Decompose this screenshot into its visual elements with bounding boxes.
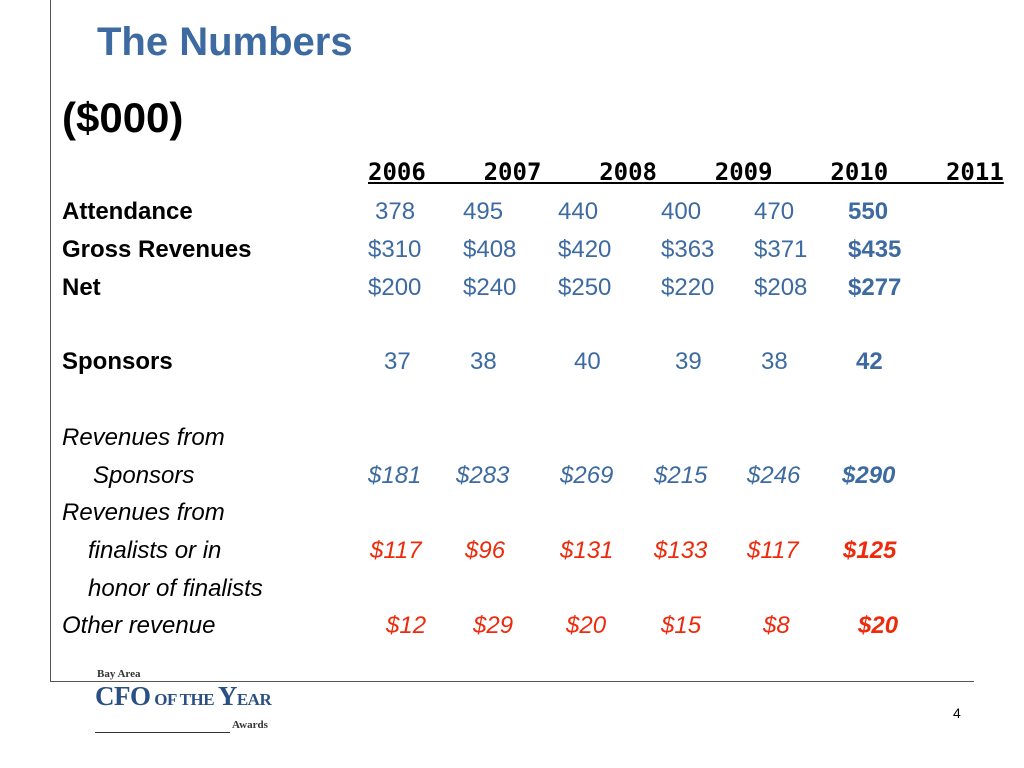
cell-2010: $117 xyxy=(747,537,799,564)
cell-2006: 37 xyxy=(384,348,411,375)
cell-2008: $20 xyxy=(566,612,607,639)
logo-ear: EAR xyxy=(236,690,272,709)
cell-2009: 400 xyxy=(661,198,702,225)
logo-of-the: OF THE xyxy=(150,690,218,709)
cell-2007: 495 xyxy=(463,198,504,225)
logo-bay-area: Bay Area xyxy=(97,668,141,680)
cell-2009: $215 xyxy=(654,462,708,489)
cell-2006: 378 xyxy=(375,198,416,225)
left-border-line xyxy=(50,0,51,682)
cell-2008: 440 xyxy=(558,198,599,225)
cell-2010: $371 xyxy=(754,236,808,263)
logo-wordmark: CFO OF THE YEAR xyxy=(95,681,272,712)
row-revenues-from-finalists: finalists or in $117 $96 $131 $133 $117 … xyxy=(0,537,1024,573)
cell-2010: 470 xyxy=(754,198,795,225)
row-label-continued: honor of finalists xyxy=(88,575,263,602)
cell-2007: $96 xyxy=(465,537,506,564)
cell-2009: $363 xyxy=(661,236,715,263)
cell-2009: $15 xyxy=(661,612,702,639)
cell-2011: $125 xyxy=(843,537,897,564)
years-header: 2006 2007 2008 2009 2010 2011 xyxy=(368,158,1004,186)
cell-2009: 39 xyxy=(675,348,702,375)
cell-2008: 40 xyxy=(574,348,601,375)
cell-2009: $220 xyxy=(661,274,715,301)
row-label: Sponsors xyxy=(62,348,173,375)
logo-cfo: CFO xyxy=(95,681,151,711)
cell-2006: $181 xyxy=(368,462,422,489)
row-label: Revenues from xyxy=(62,424,225,451)
cell-2011: 42 xyxy=(856,348,883,375)
cell-2010: $246 xyxy=(747,462,801,489)
logo-awards: Awards xyxy=(232,719,268,731)
row-revenues-from-sponsors: Sponsors $181 $283 $269 $215 $246 $290 xyxy=(0,462,1024,498)
row-revenues-from-finalists-label-3: honor of finalists xyxy=(0,575,1024,611)
row-label: Other revenue xyxy=(62,612,216,639)
cell-2007: $29 xyxy=(473,612,514,639)
cell-2006: $200 xyxy=(368,274,422,301)
row-revenues-from-finalists-label: Revenues from xyxy=(0,499,1024,535)
cell-2008: $250 xyxy=(558,274,612,301)
row-attendance: Attendance 378 495 440 400 470 550 xyxy=(0,198,1024,234)
cell-2007: 38 xyxy=(470,348,497,375)
cell-2008: $420 xyxy=(558,236,612,263)
cell-2010: 38 xyxy=(761,348,788,375)
cell-2010: $208 xyxy=(754,274,808,301)
cell-2006: $310 xyxy=(368,236,422,263)
row-label: Attendance xyxy=(62,198,193,225)
row-net: Net $200 $240 $250 $220 $208 $277 xyxy=(0,274,1024,310)
cell-2009: $133 xyxy=(654,537,708,564)
row-label: Revenues from xyxy=(62,499,225,526)
row-gross-revenues: Gross Revenues $310 $408 $420 $363 $371 … xyxy=(0,236,1024,272)
cell-2011: $435 xyxy=(848,236,902,263)
footer-divider-line xyxy=(50,681,974,682)
cell-2008: $269 xyxy=(560,462,614,489)
row-label: Net xyxy=(62,274,101,301)
cell-2011: 550 xyxy=(848,198,889,225)
cell-2006: $117 xyxy=(370,537,422,564)
cell-2006: $12 xyxy=(386,612,427,639)
row-label: Gross Revenues xyxy=(62,236,252,263)
logo-y: Y xyxy=(217,681,238,711)
page-number: 4 xyxy=(953,705,961,721)
cell-2011: $290 xyxy=(842,462,896,489)
slide-title: The Numbers xyxy=(97,20,353,64)
cell-2007: $408 xyxy=(463,236,517,263)
slide-subtitle: ($000) xyxy=(62,94,184,141)
cell-2011: $20 xyxy=(858,612,899,639)
cell-2011: $277 xyxy=(848,274,902,301)
row-label-continued: finalists or in xyxy=(88,537,222,564)
row-label-continued: Sponsors xyxy=(93,462,195,489)
row-sponsors: Sponsors 37 38 40 39 38 42 xyxy=(0,348,1024,384)
cell-2007: $283 xyxy=(456,462,510,489)
logo-underline xyxy=(95,732,230,733)
cfo-of-the-year-logo: Bay Area CFO OF THE YEAR Awards xyxy=(95,666,295,736)
row-revenues-from-sponsors-label: Revenues from xyxy=(0,424,1024,460)
row-other-revenue: Other revenue $12 $29 $20 $15 $8 $20 xyxy=(0,612,1024,648)
cell-2007: $240 xyxy=(463,274,517,301)
cell-2008: $131 xyxy=(560,537,614,564)
cell-2010: $8 xyxy=(763,612,790,639)
